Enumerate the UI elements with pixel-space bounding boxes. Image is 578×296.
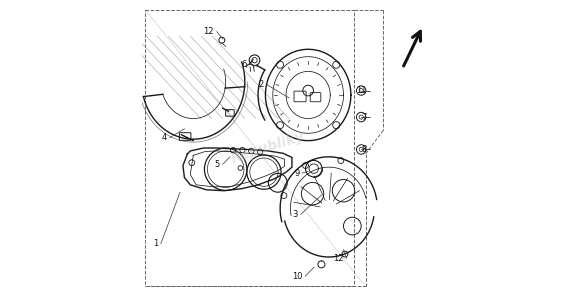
Text: 3: 3 [292,210,298,219]
Text: 10: 10 [292,272,302,281]
Text: 12: 12 [333,254,343,263]
Text: Republiky: Republiky [230,130,307,166]
Text: 11: 11 [357,86,367,95]
Text: 1: 1 [153,239,158,248]
Text: 2: 2 [259,80,264,89]
Text: 9: 9 [294,168,299,178]
Text: 4: 4 [161,133,166,142]
Text: 12: 12 [203,27,214,36]
Text: 7: 7 [362,112,367,122]
Text: 8: 8 [362,145,367,154]
Text: 6: 6 [241,59,246,69]
Text: 5: 5 [214,160,220,169]
